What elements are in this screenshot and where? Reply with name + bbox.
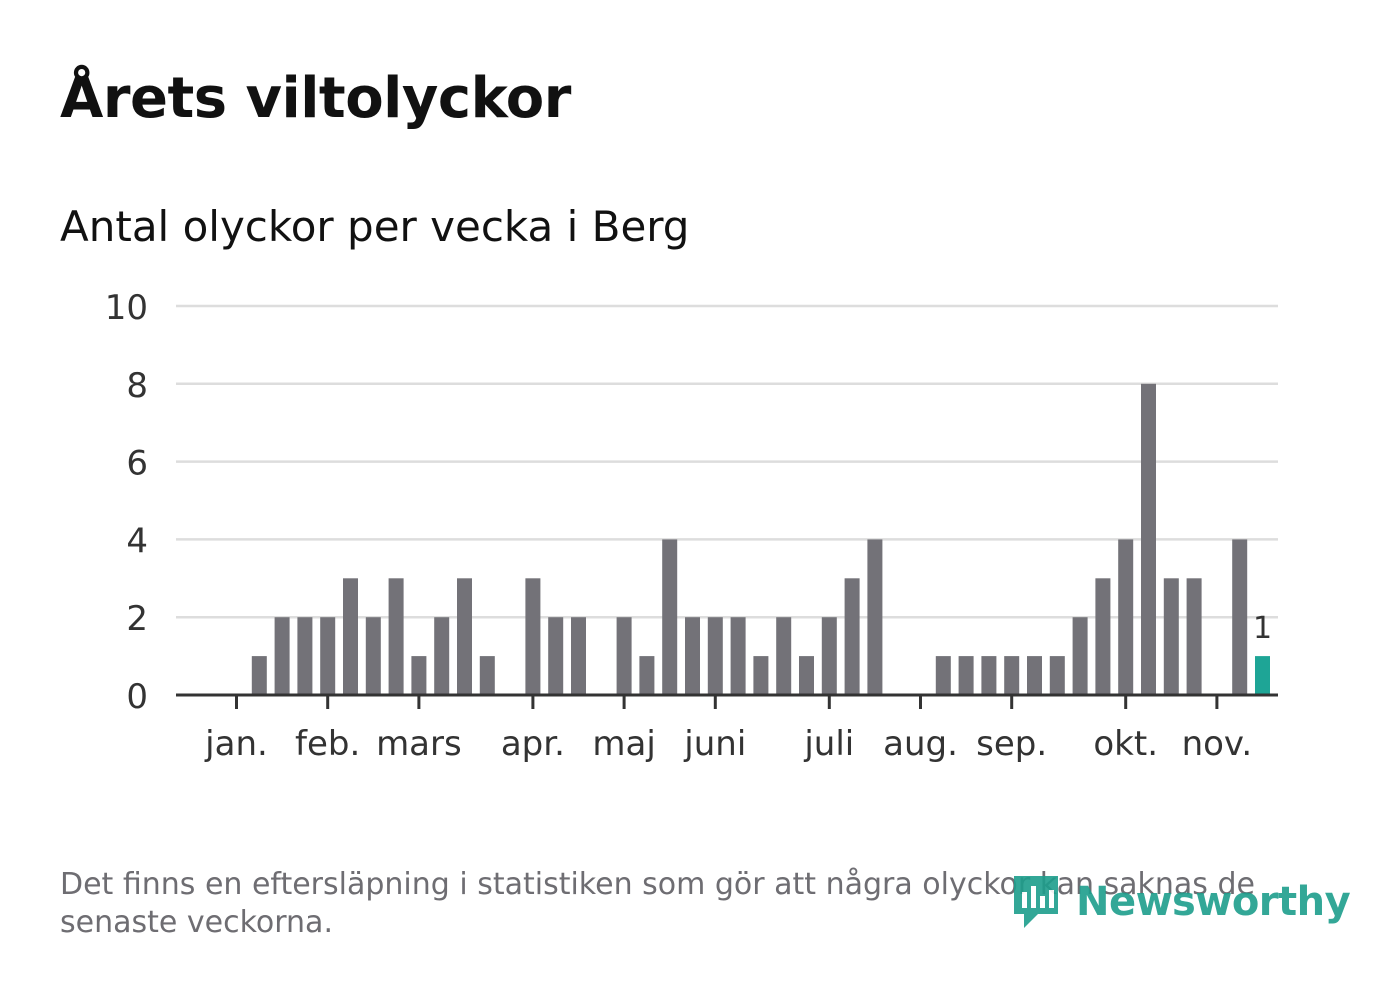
bar — [1232, 539, 1248, 695]
y-tick-label: 8 — [126, 366, 148, 406]
y-tick-label: 10 — [105, 288, 148, 328]
bar — [1004, 656, 1020, 695]
bar — [799, 656, 814, 695]
bar — [685, 617, 700, 695]
bar — [639, 656, 655, 695]
bar — [867, 539, 883, 695]
bar — [525, 578, 541, 695]
chart-subtitle: Antal olyckor per vecka i Berg — [60, 202, 690, 251]
x-tick-label: sep. — [976, 724, 1047, 764]
bar — [776, 617, 792, 695]
bar — [1095, 578, 1111, 695]
bar — [844, 578, 860, 695]
bar-highlight — [1255, 656, 1270, 695]
newsworthy-logo-icon — [1014, 876, 1058, 928]
bar — [662, 539, 678, 695]
y-tick-label: 2 — [126, 599, 148, 639]
bar — [1049, 656, 1065, 695]
bar — [571, 617, 586, 695]
bar — [1141, 383, 1156, 695]
bar — [707, 617, 723, 695]
bar-data-label: 1 — [1253, 611, 1272, 646]
x-tick-label: apr. — [501, 724, 565, 764]
x-tick-label: nov. — [1182, 724, 1253, 764]
bar — [958, 656, 974, 695]
y-tick-label: 4 — [126, 521, 148, 561]
bar — [616, 617, 632, 695]
bar — [343, 578, 358, 695]
bar — [365, 617, 381, 695]
bar — [821, 617, 837, 695]
bar — [753, 656, 769, 695]
bar-chart: 0 2 4 6 8 10 1 jan. feb. mars apr. maj juni juli aug. s… — [105, 288, 1278, 764]
y-tick-label: 6 — [126, 444, 148, 484]
bar — [457, 578, 472, 695]
bar — [1163, 578, 1179, 695]
bar — [479, 656, 495, 695]
x-tick-label: maj — [592, 724, 655, 764]
bar — [981, 656, 997, 695]
bar — [320, 617, 336, 695]
bar — [1027, 656, 1042, 695]
bar — [274, 617, 290, 695]
x-tick-label: mars — [376, 724, 462, 764]
bar — [548, 617, 564, 695]
bar — [1072, 617, 1088, 695]
bar — [1186, 578, 1202, 695]
x-tick-label: okt. — [1093, 724, 1158, 764]
x-tick-label: aug. — [883, 724, 958, 764]
bar — [297, 617, 313, 695]
x-tick-label: juli — [803, 724, 854, 764]
bar — [251, 656, 267, 695]
bar — [411, 656, 427, 695]
bar — [1118, 539, 1134, 695]
bar — [388, 578, 404, 695]
x-tick-label: jan. — [204, 724, 268, 764]
y-tick-label: 0 — [126, 677, 148, 717]
x-tick-label: juni — [683, 724, 746, 764]
chart-title: Årets viltolyckor — [60, 66, 571, 131]
bar — [935, 656, 951, 695]
x-tick-label: feb. — [295, 724, 360, 764]
bar — [434, 617, 450, 695]
bar — [730, 617, 746, 695]
newsworthy-logo-text: Newsworthy — [1076, 879, 1351, 925]
newsworthy-logo: Newsworthy — [1010, 872, 1351, 932]
